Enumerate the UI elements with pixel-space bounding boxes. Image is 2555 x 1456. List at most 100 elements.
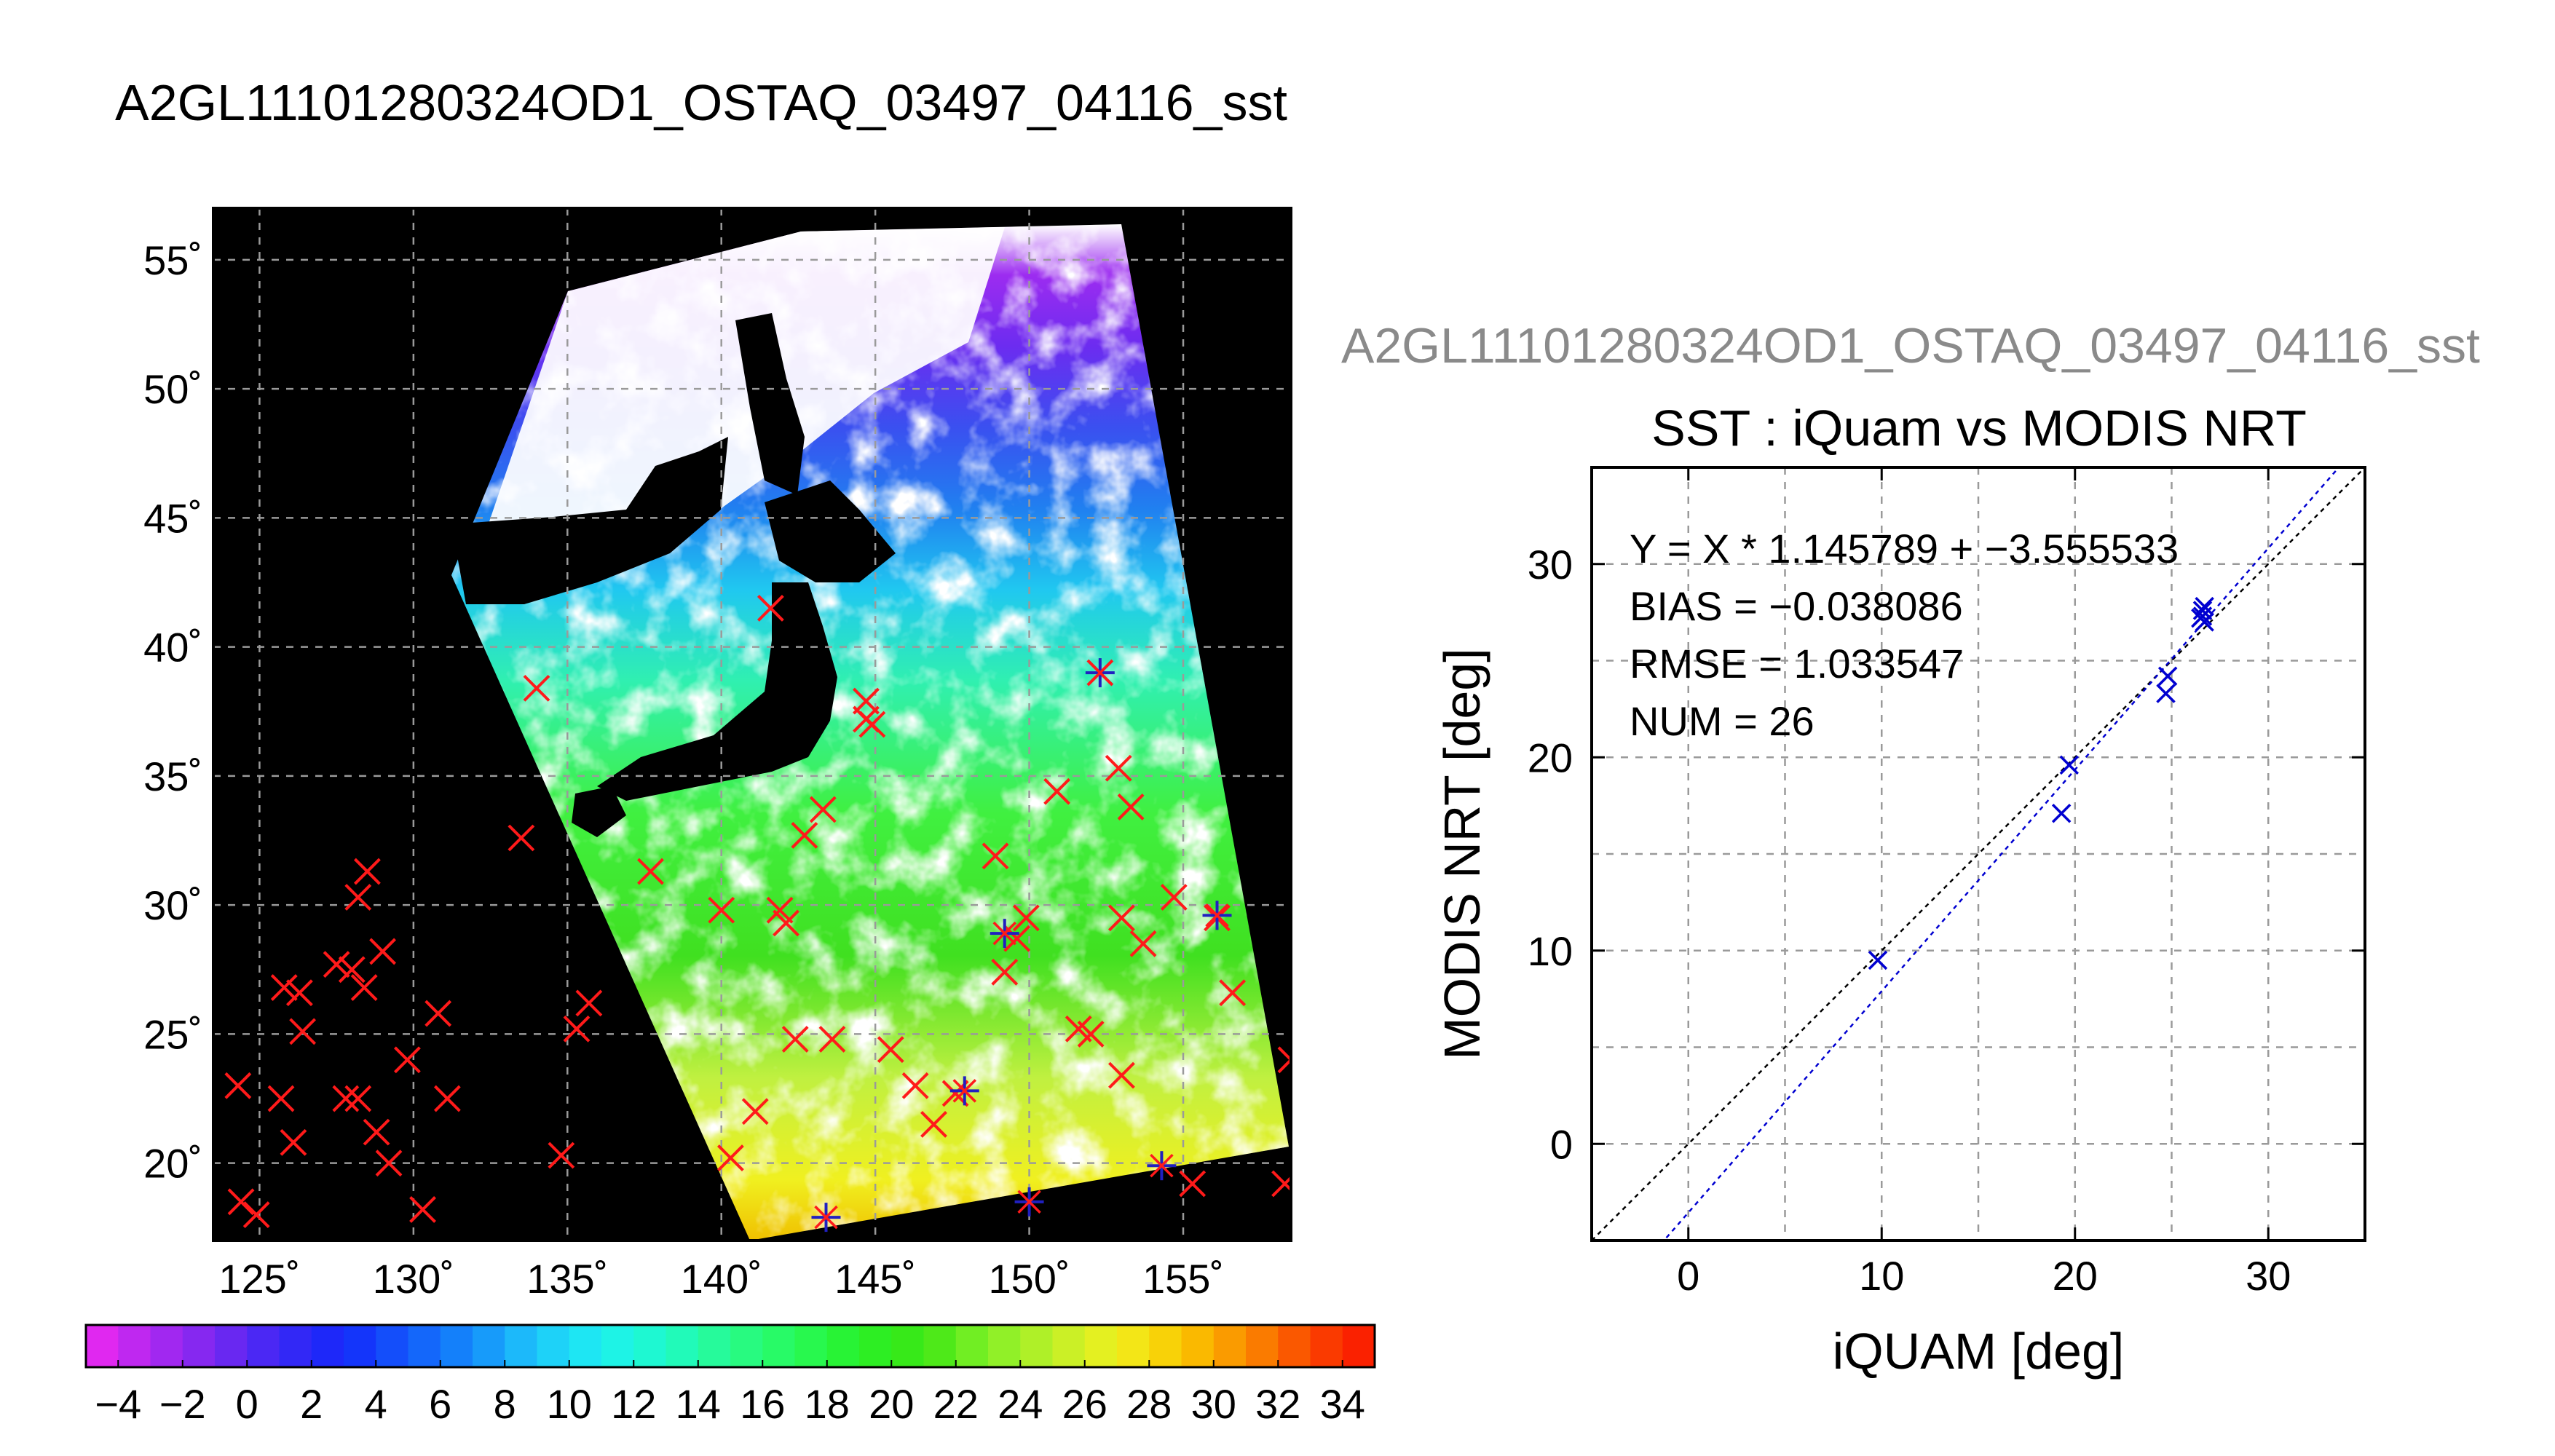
map-marker-red — [280, 1128, 307, 1156]
map-lat-tick-label: 50˚ — [143, 366, 202, 412]
colorbar-cell — [859, 1325, 893, 1367]
colorbar-cell — [311, 1325, 344, 1367]
colorbar-tick-label: 4 — [365, 1381, 387, 1427]
map-marker-red — [227, 1188, 255, 1216]
scatter-y-axis-label: MODIS NRT [deg] — [1434, 648, 1490, 1059]
colorbar-cell — [762, 1325, 796, 1367]
map-marker-red — [375, 1150, 403, 1177]
map-marker-red — [982, 842, 1009, 870]
map-blue-markers — [811, 658, 1232, 1233]
colorbar-cell — [1117, 1325, 1150, 1367]
colorbar-tick-label: 8 — [494, 1381, 516, 1427]
colorbar-cell — [601, 1325, 635, 1367]
map-marker-red — [354, 858, 381, 885]
map-marker-red — [363, 1118, 390, 1146]
land-sakhalin — [735, 313, 805, 495]
colorbar-cell — [794, 1325, 828, 1367]
map-marker-red — [877, 1036, 904, 1064]
colorbar-cell — [215, 1325, 248, 1367]
map-marker-red — [242, 1201, 270, 1228]
map-marker-red — [791, 822, 818, 849]
colorbar-tick-label: 22 — [933, 1381, 979, 1427]
colorbar-cell — [891, 1325, 925, 1367]
map-marker-blue — [990, 919, 1019, 949]
colorbar-cell — [376, 1325, 409, 1367]
map-marker-blue — [1085, 658, 1115, 688]
map-marker-red — [270, 974, 298, 1002]
map-red-markers — [224, 595, 1291, 1228]
colorbar-cell — [826, 1325, 860, 1367]
scatter-point — [2059, 755, 2080, 775]
stats-rmse: RMSE = 1.033547 — [1630, 641, 1964, 687]
colorbar-cell — [118, 1325, 151, 1367]
colorbar-cell — [1310, 1325, 1343, 1367]
colorbar-cell — [1020, 1325, 1054, 1367]
swath-dense-cloud — [466, 227, 1005, 590]
colorbar-cell — [279, 1325, 312, 1367]
scatter-y-tick-label: 20 — [1528, 735, 1573, 780]
colorbar-tick-label: 2 — [300, 1381, 323, 1427]
map-marker-red — [1108, 1061, 1135, 1089]
colorbar-cell — [633, 1325, 667, 1367]
page-title: A2GL11101280324OD1_OSTAQ_03497_04116_sst — [115, 74, 1287, 131]
map-marker-red — [818, 1026, 846, 1053]
map-lat-tick-label: 55˚ — [143, 237, 202, 283]
map-lat-tick-label: 20˚ — [143, 1141, 202, 1187]
scatter-x-tick-label: 0 — [1677, 1253, 1699, 1299]
colorbar-cell — [1278, 1325, 1311, 1367]
colorbar-tick-label: 20 — [869, 1381, 914, 1427]
colorbar-cell — [505, 1325, 538, 1367]
map-lon-tick-label: 135˚ — [526, 1256, 608, 1302]
colorbar-tick-label: 32 — [1255, 1381, 1300, 1427]
colorbar-tick-label: −2 — [159, 1381, 206, 1427]
colorbar-cell — [955, 1325, 989, 1367]
map-marker-red-overlay — [1017, 1190, 1041, 1214]
map-marker-red — [338, 956, 366, 984]
map-lat-tick-label: 30˚ — [143, 882, 202, 928]
map-lon-tick-label: 125˚ — [218, 1256, 300, 1302]
colorbar-tick-label: 14 — [676, 1381, 721, 1427]
colorbar-cell — [182, 1325, 216, 1367]
scatter-x-tick-label: 30 — [2246, 1253, 2291, 1299]
map-panel — [213, 208, 1291, 1241]
map-lat-tick-label: 40˚ — [143, 625, 202, 670]
map-marker-blue — [1014, 1187, 1044, 1216]
colorbar-cell — [1084, 1325, 1118, 1367]
map-marker-red — [332, 1085, 360, 1112]
map-marker-red — [350, 974, 378, 1002]
colorbar-cell — [247, 1325, 280, 1367]
scatter-header-title: A2GL11101280324OD1_OSTAQ_03497_04116_sst — [1341, 318, 2480, 373]
scatter-stats-box: Y = X * 1.145789 + −3.555533 BIAS = −0.0… — [1630, 526, 2179, 744]
colorbar-cell — [86, 1325, 119, 1367]
scatter-y-tick-label: 30 — [1528, 542, 1573, 587]
map-marker-red — [920, 1111, 947, 1138]
map-marker-red — [575, 989, 603, 1017]
identity-line — [1592, 467, 2365, 1241]
colorbar-cell — [1342, 1325, 1375, 1367]
map-marker-red — [991, 958, 1019, 986]
map-marker-red — [1117, 794, 1145, 820]
colorbar-tick-label: 24 — [998, 1381, 1043, 1427]
colorbar-tick-label: 30 — [1191, 1381, 1236, 1427]
map-marker-red — [409, 1196, 436, 1223]
colorbar-tick-label: 0 — [236, 1381, 258, 1427]
map-marker-red — [433, 1085, 461, 1112]
map-marker-red — [757, 595, 784, 622]
map-marker-red — [393, 1046, 421, 1074]
map-lon-tick-label: 130˚ — [373, 1256, 454, 1302]
colorbar-cell — [1181, 1325, 1215, 1367]
map-marker-red — [267, 1085, 295, 1112]
map-marker-red-overlay — [1088, 660, 1113, 685]
map-marker-red — [563, 1015, 591, 1042]
stats-num: NUM = 26 — [1630, 698, 1814, 744]
colorbar-cell — [730, 1325, 764, 1367]
map-marker-red — [716, 1144, 744, 1171]
scatter-x-tick-label: 20 — [2053, 1253, 2098, 1299]
colorbar-cell — [1246, 1325, 1279, 1367]
map-marker-blue — [811, 1203, 841, 1233]
map-lat-tick-label: 25˚ — [143, 1011, 202, 1057]
map-marker-red — [1277, 1046, 1291, 1074]
map-marker-red-overlay — [992, 921, 1016, 946]
colorbar-cell — [473, 1325, 506, 1367]
